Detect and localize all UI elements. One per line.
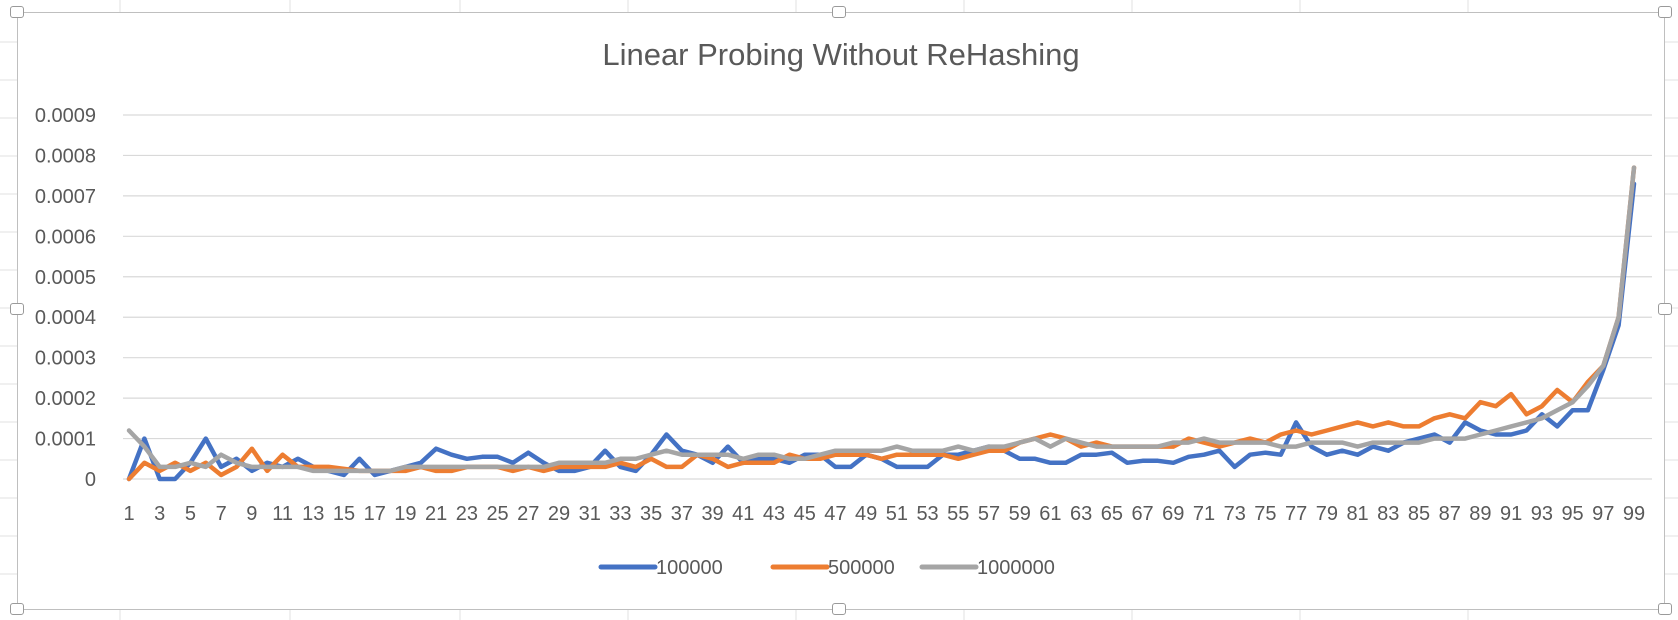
series-line-100000: [126, 181, 1637, 482]
x-tick-label: 33: [609, 503, 631, 525]
legend-label: 500000: [828, 557, 895, 579]
x-tick-label: 65: [1101, 503, 1123, 525]
legend: 100000 500000 1000000: [598, 557, 1055, 579]
x-tick-label: 1: [123, 503, 134, 525]
x-tick-label: 31: [579, 503, 601, 525]
x-tick-label: 89: [1469, 503, 1491, 525]
x-tick-label: 63: [1070, 503, 1092, 525]
x-tick-label: 61: [1039, 503, 1061, 525]
x-tick-label: 57: [978, 503, 1000, 525]
x-tick-label: 7: [216, 503, 227, 525]
y-tick-label: 0: [85, 469, 96, 491]
resize-handle-bottom-left[interactable]: [10, 603, 24, 615]
x-tick-label: 53: [916, 503, 938, 525]
x-tick-label: 39: [701, 503, 723, 525]
x-tick-label: 73: [1224, 503, 1246, 525]
x-tick-label: 37: [671, 503, 693, 525]
x-tick-label: 69: [1162, 503, 1184, 525]
x-tick-label: 77: [1285, 503, 1307, 525]
y-tick-label: 0.0007: [35, 186, 96, 208]
x-tick-label: 21: [425, 503, 447, 525]
x-tick-label: 59: [1009, 503, 1031, 525]
x-tick-label: 35: [640, 503, 662, 525]
resize-handle-left[interactable]: [10, 303, 24, 315]
x-tick-label: 41: [732, 503, 754, 525]
legend-label: 1000000: [977, 557, 1055, 579]
resize-handle-top-right[interactable]: [1658, 6, 1672, 18]
series-line-500000: [126, 165, 1637, 482]
line-chart: Linear Probing Without ReHashing 0 0.0001…: [35, 37, 1652, 579]
x-tick-label: 43: [763, 503, 785, 525]
x-axis-tick-labels: 1 3 5 7 9 11 13 15 17 19 21 23 25 27 29 31 33 35 37 39 41 43 4…: [123, 503, 1645, 525]
x-tick-label: 95: [1561, 503, 1583, 525]
x-tick-label: 45: [794, 503, 816, 525]
resize-handle-top-left[interactable]: [10, 6, 24, 18]
x-tick-label: 85: [1408, 503, 1430, 525]
x-tick-label: 83: [1377, 503, 1399, 525]
chart-object[interactable]: Linear Probing Without ReHashing 0 0.0001…: [17, 12, 1665, 610]
x-tick-label: 15: [333, 503, 355, 525]
y-tick-label: 0.0006: [35, 226, 96, 248]
x-tick-label: 49: [855, 503, 877, 525]
x-tick-label: 93: [1531, 503, 1553, 525]
gridlines: [123, 114, 1652, 480]
x-tick-label: 13: [302, 503, 324, 525]
resize-handle-right[interactable]: [1658, 303, 1672, 315]
series-line-1000000: [126, 165, 1637, 474]
x-tick-label: 55: [947, 503, 969, 525]
x-tick-label: 91: [1500, 503, 1522, 525]
x-tick-label: 29: [548, 503, 570, 525]
y-tick-label: 0.0002: [35, 388, 96, 410]
x-tick-label: 11: [272, 503, 293, 525]
chart-title: Linear Probing Without ReHashing: [602, 37, 1079, 72]
y-axis-tick-labels: 0 0.0001 0.0002 0.0003 0.0004 0.0005 0.0006 0.0…: [35, 105, 96, 491]
x-tick-label: 23: [456, 503, 478, 525]
legend-label: 100000: [656, 557, 723, 579]
y-tick-label: 0.0001: [35, 429, 96, 451]
y-tick-label: 0.0005: [35, 267, 96, 289]
x-tick-label: 87: [1439, 503, 1461, 525]
y-tick-label: 0.0009: [35, 105, 96, 127]
x-tick-label: 17: [364, 503, 386, 525]
x-tick-label: 67: [1131, 503, 1153, 525]
y-tick-label: 0.0008: [35, 145, 96, 167]
x-tick-label: 5: [185, 503, 196, 525]
resize-handle-top[interactable]: [832, 6, 846, 18]
x-tick-label: 47: [824, 503, 846, 525]
x-tick-label: 3: [154, 503, 165, 525]
x-tick-label: 19: [394, 503, 416, 525]
x-tick-label: 25: [486, 503, 508, 525]
x-tick-label: 71: [1193, 503, 1215, 525]
x-tick-label: 9: [246, 503, 257, 525]
x-tick-label: 99: [1623, 503, 1645, 525]
series-lines: [126, 165, 1637, 482]
x-tick-label: 79: [1316, 503, 1338, 525]
x-tick-label: 75: [1254, 503, 1276, 525]
resize-handle-bottom[interactable]: [832, 603, 846, 615]
y-tick-label: 0.0003: [35, 348, 96, 370]
resize-handle-bottom-right[interactable]: [1658, 603, 1672, 615]
x-tick-label: 27: [517, 503, 539, 525]
y-tick-label: 0.0004: [35, 307, 96, 329]
x-tick-label: 97: [1592, 503, 1614, 525]
x-tick-label: 51: [886, 503, 908, 525]
x-tick-label: 81: [1346, 503, 1368, 525]
